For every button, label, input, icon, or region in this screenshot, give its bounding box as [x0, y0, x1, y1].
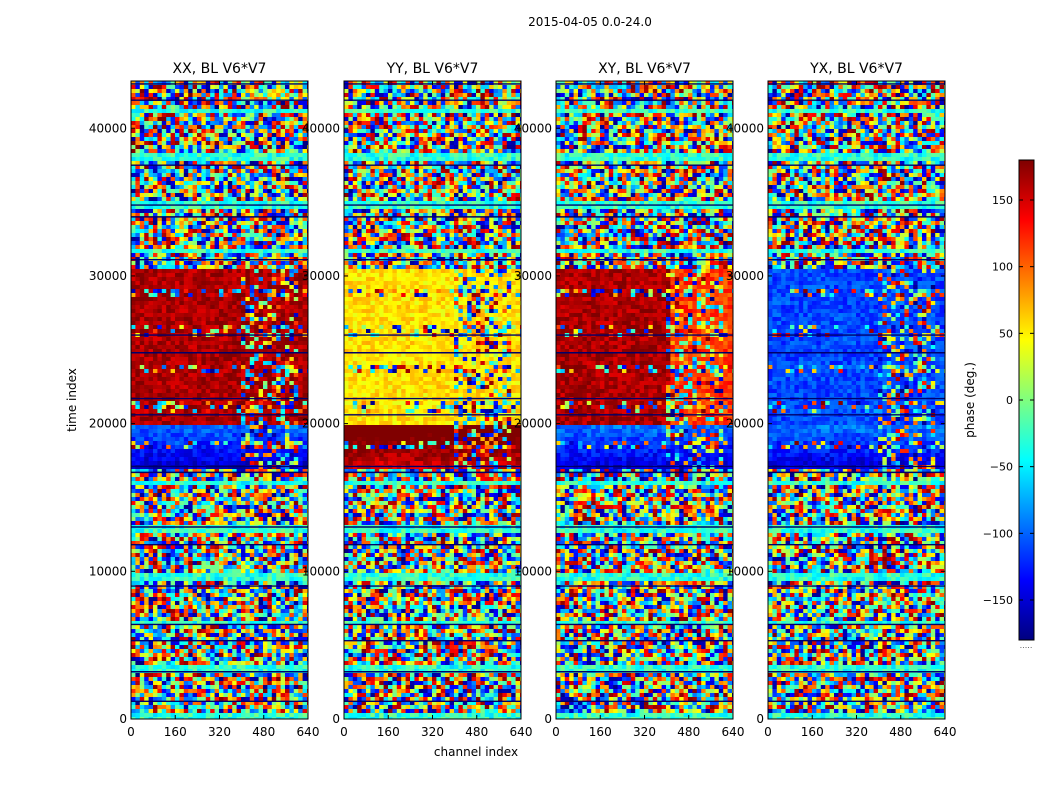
panel-title: YX, BL V6*V7 [809, 61, 903, 77]
x-tick-label: 640 [934, 725, 957, 739]
x-tick-label: 0 [552, 725, 560, 739]
colorbar-tick-label: −50 [990, 461, 1013, 474]
figure-suptitle: 2015-04-05 0.0-24.0 [528, 15, 652, 29]
x-axis-label: channel index [434, 745, 518, 759]
x-tick-label: 160 [164, 725, 187, 739]
y-tick-label: 30000 [89, 269, 127, 283]
x-tick-label: 160 [377, 725, 400, 739]
colorbar-tick-label: −100 [983, 527, 1013, 540]
y-tick-label: 10000 [302, 564, 340, 578]
y-tick-label: 30000 [514, 269, 552, 283]
colorbar-ticks: 150 100 50 0 −50 −100 −150 [983, 194, 1034, 607]
heatmap-cells [556, 81, 733, 719]
heatmap-cells [768, 81, 945, 719]
panel-title: XY, BL V6*V7 [598, 61, 691, 77]
y-tick-label: 0 [119, 712, 127, 726]
y-tick-label: 30000 [726, 269, 764, 283]
y-tick-label: 10000 [89, 564, 127, 578]
x-tick-label: 640 [297, 725, 320, 739]
y-tick-label: 40000 [302, 121, 340, 135]
panel-4: YX, BL V6*V7 0 160 320 480 640 0 10000 20000 3000… [726, 61, 957, 739]
colorbar-label: phase (deg.) [963, 362, 977, 438]
heatmap-cells [344, 81, 521, 719]
x-tick-label: 0 [764, 725, 772, 739]
x-tick-label: 0 [127, 725, 135, 739]
x-tick-label: 320 [845, 725, 868, 739]
panel-3: XY, BL V6*V7 0 160 320 480 640 0 10000 20000 3000… [514, 61, 745, 739]
colorbar-footer: ..... [1020, 641, 1033, 650]
y-tick-label: 40000 [514, 121, 552, 135]
y-tick-label: 10000 [514, 564, 552, 578]
panel-2: YY, BL V6*V7 0 160 320 480 640 0 10000 20000 3000… [302, 61, 533, 739]
colorbar-tick-label: −150 [983, 594, 1013, 607]
x-tick-label: 320 [421, 725, 444, 739]
colorbar-tick-label: 100 [992, 261, 1013, 274]
y-tick-label: 0 [332, 712, 340, 726]
x-tick-label: 0 [340, 725, 348, 739]
colorbar-tick-label: 150 [992, 194, 1013, 207]
y-tick-label: 20000 [302, 417, 340, 431]
y-tick-label: 20000 [726, 417, 764, 431]
y-tick-label: 40000 [89, 121, 127, 135]
colorbar-tick-label: 50 [999, 327, 1013, 340]
y-tick-label: 20000 [89, 417, 127, 431]
heatmap-cells [131, 81, 308, 719]
y-tick-label: 30000 [302, 269, 340, 283]
x-tick-label: 640 [722, 725, 745, 739]
panel-title: YY, BL V6*V7 [386, 61, 479, 77]
x-tick-label: 480 [889, 725, 912, 739]
y-tick-label: 20000 [514, 417, 552, 431]
x-tick-label: 160 [801, 725, 824, 739]
x-tick-label: 480 [252, 725, 275, 739]
y-tick-label: 10000 [726, 564, 764, 578]
colorbar: 150 100 50 0 −50 −100 −150 phase (deg.) ..... [963, 159, 1035, 650]
panel-title: XX, BL V6*V7 [173, 61, 267, 77]
x-tick-label: 480 [677, 725, 700, 739]
x-tick-label: 320 [633, 725, 656, 739]
colorbar-tick-label: 0 [1006, 394, 1013, 407]
panel-1: XX, BL V6*V7 0 160 320 480 640 0 10000 20000 3000… [89, 61, 320, 739]
x-tick-label: 160 [589, 725, 612, 739]
y-tick-label: 40000 [726, 121, 764, 135]
y-tick-label: 0 [756, 712, 764, 726]
y-tick-label: 0 [544, 712, 552, 726]
x-tick-label: 640 [510, 725, 533, 739]
x-tick-label: 480 [465, 725, 488, 739]
y-axis-label: time index [65, 368, 79, 432]
heatmap-panels: XX, BL V6*V7 0 160 320 480 640 0 10000 20000 3000… [89, 61, 957, 739]
x-tick-label: 320 [208, 725, 231, 739]
